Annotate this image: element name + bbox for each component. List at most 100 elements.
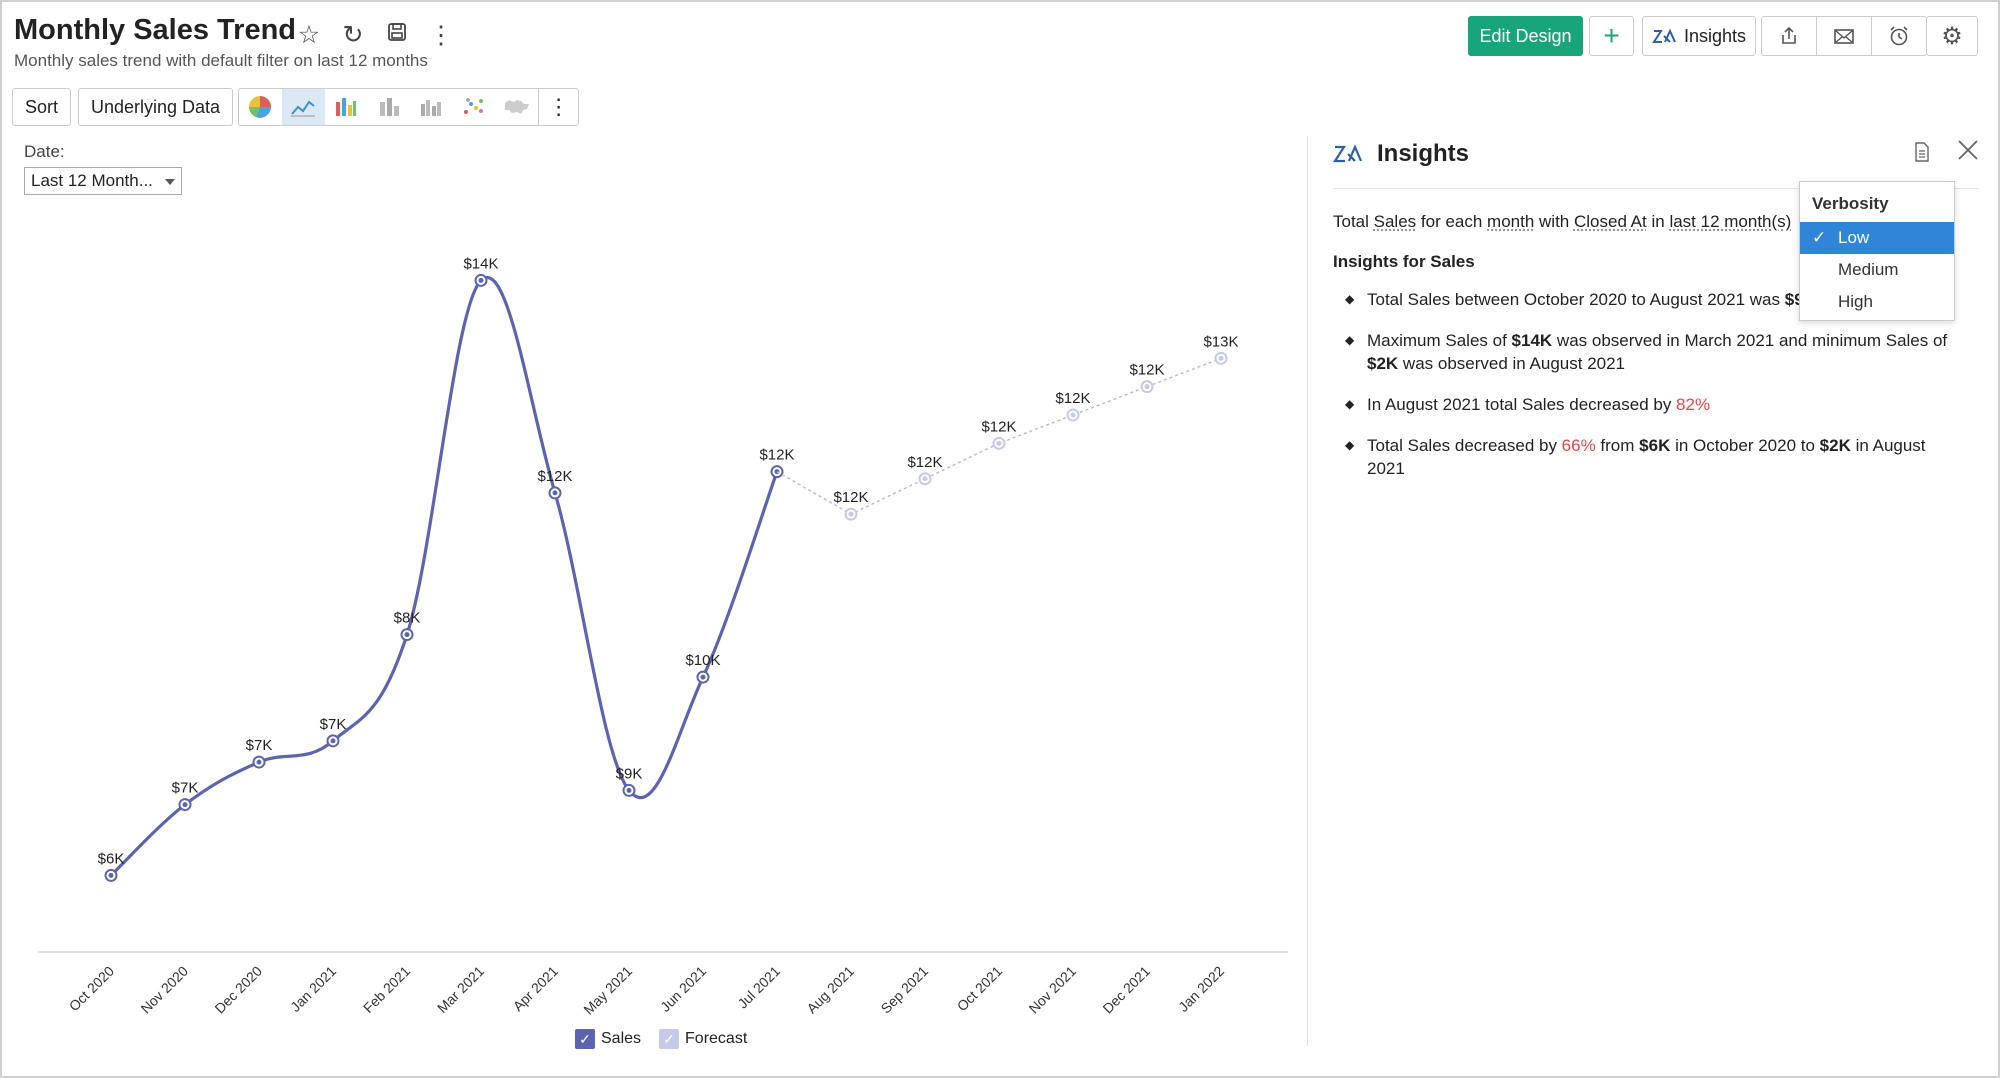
- document-icon[interactable]: [1913, 142, 1931, 168]
- insights-header-divider: [1333, 188, 1979, 189]
- data-label: $12K: [981, 418, 1016, 435]
- x-tick-label: Nov 2021: [1025, 963, 1079, 1017]
- data-label: $8K: [394, 610, 421, 627]
- chart-type-switcher: ⋮: [238, 88, 579, 126]
- data-label: $12K: [907, 454, 942, 471]
- x-tick-label: Jul 2021: [734, 963, 783, 1012]
- alarm-icon[interactable]: [1871, 16, 1927, 56]
- x-tick-label: Aug 2021: [803, 963, 857, 1017]
- email-icon[interactable]: [1816, 16, 1872, 56]
- data-point-forecast-center: [1218, 355, 1224, 361]
- x-tick-label: May 2021: [580, 963, 635, 1018]
- pie-chart-icon[interactable]: [239, 89, 282, 125]
- verbosity-option-high[interactable]: High: [1838, 292, 1873, 311]
- data-point-forecast-center: [848, 511, 854, 517]
- sort-button[interactable]: Sort: [12, 88, 72, 126]
- data-label: $12K: [833, 489, 868, 506]
- data-point-sales-center: [552, 490, 558, 496]
- x-tick-label: Jan 2021: [287, 963, 339, 1015]
- insight-item: In August 2021 total Sales decreased by …: [1345, 393, 1955, 416]
- data-label: $7K: [246, 737, 273, 754]
- more-options-icon[interactable]: ⋮: [428, 21, 454, 49]
- add-button[interactable]: +: [1589, 16, 1634, 56]
- data-point-sales-center: [108, 872, 114, 878]
- page-subtitle: Monthly sales trend with default filter …: [14, 51, 428, 70]
- summary-field-link[interactable]: Sales: [1373, 212, 1417, 231]
- x-tick-label: Jun 2021: [657, 963, 709, 1015]
- summary-field-link[interactable]: last 12 month(s): [1669, 212, 1792, 231]
- legend-item-sales[interactable]: ✓ Sales: [575, 1029, 641, 1049]
- data-point-forecast-center: [996, 440, 1002, 446]
- save-icon[interactable]: [384, 20, 410, 50]
- x-tick-label: Oct 2021: [954, 963, 1006, 1015]
- summary-field-link[interactable]: month: [1487, 212, 1535, 231]
- data-label: $12K: [537, 468, 572, 485]
- bar-chart-icon[interactable]: [325, 89, 368, 125]
- scatter-chart-icon[interactable]: [453, 89, 496, 125]
- series-line-sales: [109, 276, 779, 877]
- legend-label-forecast: Forecast: [685, 1030, 748, 1047]
- summary-field-link[interactable]: Closed At: [1573, 212, 1647, 231]
- data-label: $7K: [320, 716, 347, 733]
- checkbox-checked-icon: ✓: [575, 1029, 595, 1049]
- data-point-forecast-center: [922, 476, 928, 482]
- sales-line-chart: Oct 2020 Nov 2020 Dec 2020 Jan 2021 Feb 2021…: [38, 255, 1288, 1018]
- data-point-sales-center: [256, 759, 262, 765]
- more-chart-types-icon[interactable]: ⋮: [538, 89, 578, 125]
- verbosity-option-low[interactable]: ✓ Low: [1800, 222, 1954, 254]
- x-tick-label: Feb 2021: [360, 963, 413, 1016]
- data-point-forecast-center: [1144, 384, 1150, 390]
- summary-text: with: [1534, 212, 1574, 231]
- legend-label-sales: Sales: [601, 1030, 642, 1047]
- legend-item-forecast[interactable]: ✓ Forecast: [659, 1029, 747, 1049]
- summary-text: in: [1646, 212, 1670, 231]
- settings-gear-icon[interactable]: ⚙: [1926, 16, 1978, 56]
- checkbox-checked-icon: ✓: [659, 1029, 680, 1049]
- data-label: $13K: [1203, 333, 1238, 350]
- insights-icon: [1652, 28, 1676, 43]
- star-icon[interactable]: ☆: [297, 21, 321, 49]
- export-icon[interactable]: [1761, 16, 1817, 56]
- data-point-sales-center: [478, 277, 484, 283]
- check-icon: ✓: [1812, 228, 1827, 247]
- insights-header: Insights: [1333, 140, 1469, 168]
- insights-button[interactable]: Insights: [1642, 16, 1756, 56]
- data-label: $12K: [1055, 390, 1090, 407]
- data-point-sales-center: [182, 802, 188, 808]
- data-label: $12K: [1129, 362, 1164, 379]
- verbosity-dropdown: Verbosity ✓ Low Medium High: [1799, 181, 1955, 321]
- insights-summary: Total Sales for each month with Closed A…: [1333, 212, 1791, 232]
- data-point-forecast-center: [1070, 412, 1076, 418]
- stacked-bar-icon[interactable]: [367, 89, 410, 125]
- chevron-down-icon: [165, 179, 175, 185]
- insight-item: Total Sales decreased by 66% from $6K in…: [1345, 434, 1955, 480]
- insight-item: Maximum Sales of $14K was observed in Ma…: [1345, 329, 1955, 375]
- insight-item: Total Sales between October 2020 to Augu…: [1345, 288, 1955, 311]
- insights-button-label: Insights: [1683, 25, 1747, 46]
- summary-text: Total: [1333, 212, 1374, 231]
- panel-divider: [1307, 136, 1308, 1046]
- close-icon[interactable]: [1956, 136, 1980, 170]
- data-label: $9K: [616, 765, 643, 782]
- x-tick-label: Jan 2022: [1175, 963, 1227, 1015]
- date-filter-select[interactable]: Last 12 Month...: [24, 167, 182, 195]
- data-point-sales-center: [626, 787, 632, 793]
- map-chart-icon[interactable]: [496, 89, 539, 125]
- refresh-icon[interactable]: ↻: [342, 21, 364, 49]
- grouped-bar-icon[interactable]: [410, 89, 453, 125]
- underlying-data-button[interactable]: Underlying Data: [78, 88, 234, 126]
- data-label: $12K: [759, 447, 794, 464]
- page-title: Monthly Sales Trend: [14, 14, 296, 46]
- x-tick-label: Mar 2021: [434, 963, 487, 1016]
- verbosity-option-medium[interactable]: Medium: [1838, 260, 1899, 279]
- data-label: $6K: [98, 850, 125, 867]
- x-tick-label: Oct 2020: [66, 963, 118, 1015]
- x-tick-label: Dec 2020: [211, 963, 265, 1017]
- line-chart-icon[interactable]: [281, 89, 325, 125]
- x-tick-label: Apr 2021: [510, 963, 562, 1015]
- x-tick-label: Nov 2020: [137, 963, 191, 1017]
- date-filter-label: Date:: [24, 142, 65, 161]
- data-label: $14K: [463, 255, 498, 272]
- edit-design-button[interactable]: Edit Design: [1468, 16, 1583, 56]
